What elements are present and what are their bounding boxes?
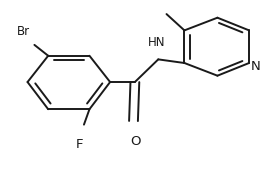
Text: HN: HN [148, 36, 166, 49]
Text: Br: Br [16, 25, 30, 38]
Text: O: O [130, 135, 141, 148]
Text: F: F [76, 138, 84, 151]
Text: N: N [250, 60, 260, 73]
